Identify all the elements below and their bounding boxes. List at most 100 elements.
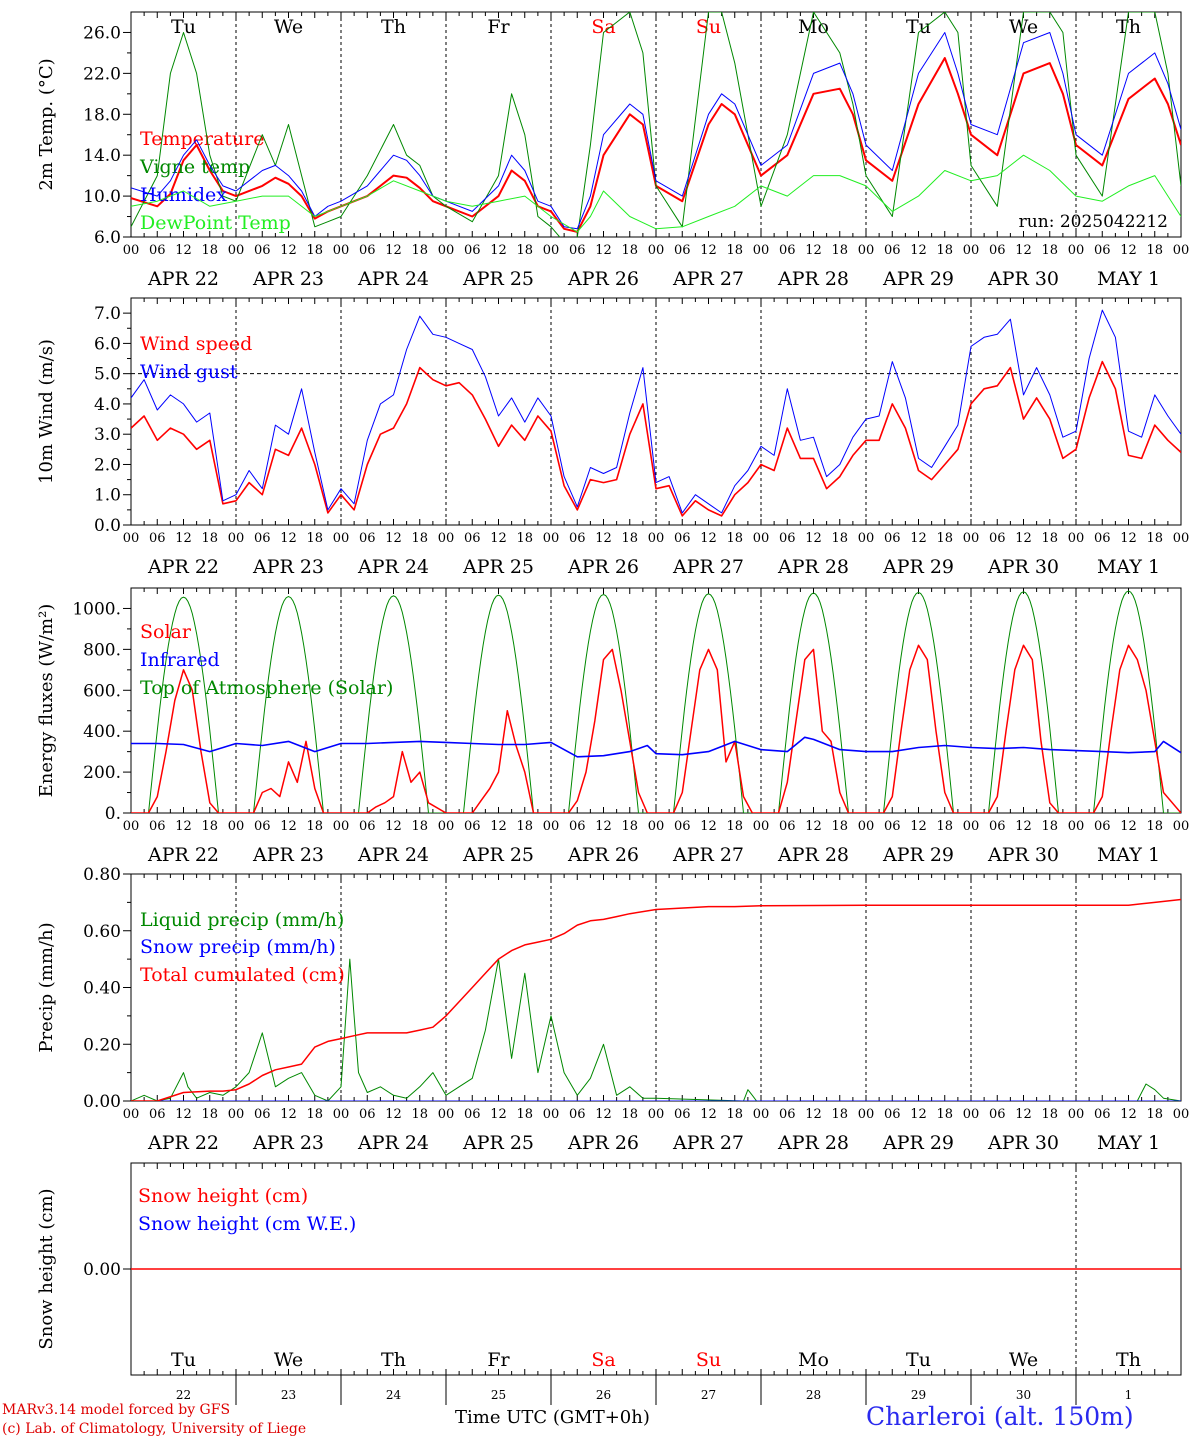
panel-3-hour-label: 00 (963, 819, 980, 834)
series-total-cumulated-cm- (131, 898, 1181, 1101)
panel-4-hour-label: 12 (1120, 1107, 1137, 1122)
panel-2-hour-label: 12 (175, 531, 192, 546)
panel-2-hour-label: 18 (621, 531, 638, 546)
panel-2-hour-label: 18 (1041, 531, 1058, 546)
day-number-label: 27 (701, 1388, 716, 1402)
panel-2-hour-label: 18 (201, 531, 218, 546)
panel-1-hour-label: 00 (543, 243, 560, 258)
panel-2-hour-label: 12 (700, 531, 717, 546)
legend-wind-gust: Wind gust (140, 361, 238, 383)
panel-2-hour-label: 12 (385, 531, 402, 546)
panel-3-hour-label: 00 (1173, 819, 1190, 834)
panel-3-hour-label: 06 (569, 819, 586, 834)
panel-1-hour-label: 06 (779, 243, 796, 258)
day-number-label: 24 (386, 1388, 402, 1402)
panel-5-day-label: Th (381, 1349, 406, 1371)
panel-2-ytick-label: 3.0 (94, 425, 121, 445)
panel-2-date-label: APR 25 (462, 556, 534, 578)
panel-1-ylabel: 2m Temp. (°C) (36, 58, 57, 190)
panel-4-hour-label: 12 (280, 1107, 297, 1122)
panel-4-hour-label: 12 (805, 1107, 822, 1122)
panel-3-hour-label: 06 (674, 819, 691, 834)
panel-2-date-label: APR 22 (147, 556, 219, 578)
panel-1-ytick-label: 14.0 (83, 146, 121, 166)
panel-4-hour-label: 18 (936, 1107, 953, 1122)
panel-4-hour-label: 00 (753, 1107, 770, 1122)
panel-1-hour-label: 00 (1068, 243, 1085, 258)
panel-1-day-label: Th (1116, 16, 1141, 38)
panel-3-hour-label: 00 (228, 819, 245, 834)
panel-1-hour-label: 00 (123, 243, 140, 258)
panel-2-ytick-label: 6.0 (94, 334, 121, 354)
panel-1-hour-label: 06 (149, 243, 166, 258)
panel-4-hour-label: 00 (963, 1107, 980, 1122)
panel-1-day-label: We (274, 16, 303, 38)
panel-1-hour-label: 18 (726, 243, 743, 258)
panel-4-hour-label: 18 (411, 1107, 428, 1122)
panel-1-ytick-label: 22.0 (83, 64, 121, 84)
panel-3-hour-label: 12 (595, 819, 612, 834)
panel-4-date-label: APR 24 (357, 1132, 429, 1154)
panel-1-hour-label: 12 (1120, 243, 1137, 258)
panel-4-hour-label: 00 (438, 1107, 455, 1122)
panel-1-hour-label: 18 (1146, 243, 1163, 258)
panel-1-hour-label: 06 (1094, 243, 1111, 258)
panel-3-hour-label: 00 (858, 819, 875, 834)
panel-4-hour-label: 06 (359, 1107, 376, 1122)
panel-2-hour-label: 06 (569, 531, 586, 546)
panel-4-hour-label: 18 (621, 1107, 638, 1122)
panel-4-hour-label: 12 (910, 1107, 927, 1122)
panel-4-date-label: APR 22 (147, 1132, 219, 1154)
panel-1-hour-label: 06 (464, 243, 481, 258)
panel-4-hour-label: 00 (648, 1107, 665, 1122)
panel-3-date-label: MAY 1 (1097, 844, 1160, 866)
panel-3-hour-label: 12 (910, 819, 927, 834)
panel-4-hour-label: 06 (674, 1107, 691, 1122)
panel-3-hour-label: 12 (280, 819, 297, 834)
panel-1-hour-label: 06 (884, 243, 901, 258)
panel-2-hour-label: 00 (1068, 531, 1085, 546)
panel-3-hour-label: 00 (543, 819, 560, 834)
panel-3-hour-label: 06 (779, 819, 796, 834)
series-dewpoint-temp (131, 154, 1181, 233)
panel-3-date-label: APR 24 (357, 844, 429, 866)
panel-5-day-label: Su (696, 1349, 721, 1371)
panel-2-hour-label: 06 (779, 531, 796, 546)
panel-1-hour-label: 18 (516, 243, 533, 258)
panel-4-date-label: MAY 1 (1097, 1132, 1160, 1154)
panel-4-hour-label: 12 (385, 1107, 402, 1122)
legend-wind-speed: Wind speed (140, 333, 252, 355)
panel-1-hour-label: 06 (359, 243, 376, 258)
panel-2-ytick-label: 7.0 (94, 304, 121, 324)
series-top-of-atmosphere-solar (131, 590, 1181, 813)
panel-1-hour-label: 00 (1173, 243, 1190, 258)
panel-4-hour-label: 18 (306, 1107, 323, 1122)
panel-1-date-label: APR 25 (462, 268, 534, 290)
legend-snow-precip-mm-h-: Snow precip (mm/h) (140, 936, 336, 958)
panel-1-day-label: Su (696, 16, 721, 38)
panel-1-date-label: APR 27 (672, 268, 744, 290)
panel-3-hour-label: 18 (936, 819, 953, 834)
panel-4-hour-label: 06 (884, 1107, 901, 1122)
panel-2-hour-label: 00 (228, 531, 245, 546)
panel-3-hour-label: 18 (516, 819, 533, 834)
panel-1-hour-label: 00 (753, 243, 770, 258)
panel-4-hour-label: 18 (201, 1107, 218, 1122)
panel-2-ytick-label: 5.0 (94, 365, 121, 385)
panel-2-hour-label: 00 (858, 531, 875, 546)
panel-2-hour-label: 00 (333, 531, 350, 546)
panel-4-hour-label: 12 (700, 1107, 717, 1122)
panel-4-hour-label: 18 (1041, 1107, 1058, 1122)
panel-2-date-label: APR 23 (252, 556, 324, 578)
panel-1-day-label: Th (381, 16, 406, 38)
panel-3-ylabel: Energy fluxes (W/m²) (36, 604, 57, 798)
panel-2-date-label: APR 24 (357, 556, 429, 578)
day-number-label: 25 (491, 1388, 506, 1402)
legend-dewpoint-temp: DewPoint Temp (140, 212, 291, 234)
panel-4-hour-label: 18 (516, 1107, 533, 1122)
panel-1-date-label: APR 23 (252, 268, 324, 290)
panel-4-hour-label: 00 (333, 1107, 350, 1122)
panel-2-hour-label: 00 (1173, 531, 1190, 546)
panel-3-hour-label: 12 (1015, 819, 1032, 834)
